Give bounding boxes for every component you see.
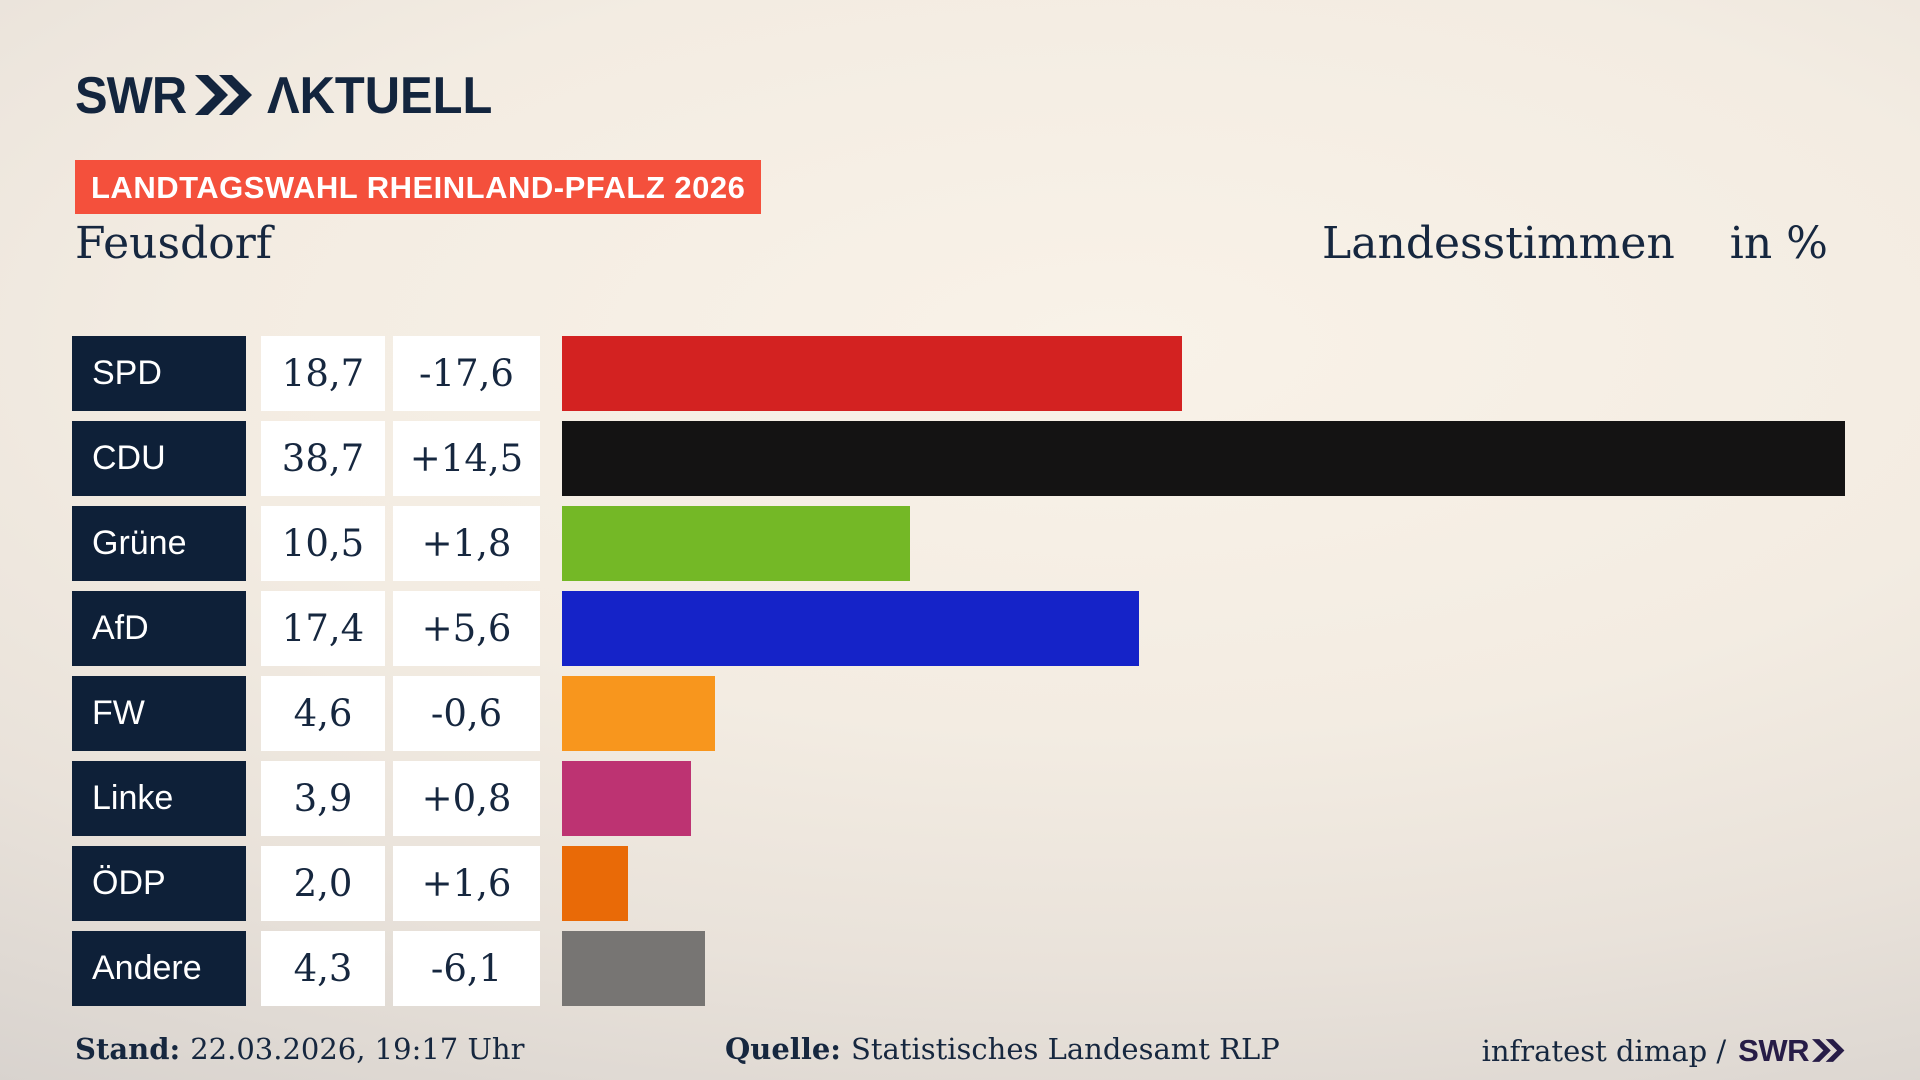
change-value: -17,6 xyxy=(393,336,540,411)
party-label: SPD xyxy=(72,336,246,411)
bar-track xyxy=(562,931,1845,1006)
chart-row: CDU 38,7 +14,5 xyxy=(0,421,1920,496)
source: Quelle: Statistisches Landesamt RLP xyxy=(725,1032,1280,1066)
swr-aktuell-logo: SWR ΛKTUELL xyxy=(75,67,507,125)
results-chart: SPD 18,7 -17,6 CDU 38,7 +14,5 Grüne 10,5… xyxy=(0,336,1920,1016)
result-bar xyxy=(562,846,629,921)
party-label: FW xyxy=(72,676,246,751)
party-label: Grüne xyxy=(72,506,246,581)
change-value: +1,6 xyxy=(393,846,540,921)
result-bar xyxy=(562,421,1845,496)
bar-track xyxy=(562,846,1845,921)
chart-row: ÖDP 2,0 +1,6 xyxy=(0,846,1920,921)
aktuell-logo-text: ΛKTUELL xyxy=(267,67,493,125)
party-label: Linke xyxy=(72,761,246,836)
percent-value: 2,0 xyxy=(261,846,385,921)
change-value: +14,5 xyxy=(393,421,540,496)
chart-row: SPD 18,7 -17,6 xyxy=(0,336,1920,411)
bar-track xyxy=(562,676,1845,751)
election-banner: LANDTAGSWAHL RHEINLAND-PFALZ 2026 xyxy=(75,160,762,214)
result-bar xyxy=(562,676,715,751)
bar-track xyxy=(562,591,1845,666)
party-label: Andere xyxy=(72,931,246,1006)
change-value: +0,8 xyxy=(393,761,540,836)
party-label: CDU xyxy=(72,421,246,496)
result-bar xyxy=(562,931,705,1006)
bar-track xyxy=(562,506,1845,581)
result-bar xyxy=(562,336,1182,411)
credit: infratest dimap / SWR xyxy=(1482,1032,1845,1069)
bar-track xyxy=(562,336,1845,411)
percent-value: 3,9 xyxy=(261,761,385,836)
percent-value: 10,5 xyxy=(261,506,385,581)
percent-value: 4,3 xyxy=(261,931,385,1006)
result-bar xyxy=(562,506,911,581)
swr-logo-text: SWR xyxy=(75,67,187,125)
footer: Stand: 22.03.2026, 19:17 Uhr Quelle: Stati… xyxy=(0,1032,1920,1076)
change-value: -6,1 xyxy=(393,931,540,1006)
metric-title: Landesstimmen in % xyxy=(1322,218,1828,269)
timestamp: Stand: 22.03.2026, 19:17 Uhr xyxy=(75,1032,524,1066)
bar-track xyxy=(562,421,1845,496)
chart-row: Grüne 10,5 +1,8 xyxy=(0,506,1920,581)
quelle-label: Quelle: xyxy=(725,1032,841,1066)
chart-row: AfD 17,4 +5,6 xyxy=(0,591,1920,666)
percent-value: 17,4 xyxy=(261,591,385,666)
metric-label: Landesstimmen xyxy=(1322,218,1675,269)
bar-track xyxy=(562,761,1845,836)
change-value: -0,6 xyxy=(393,676,540,751)
change-value: +5,6 xyxy=(393,591,540,666)
result-bar xyxy=(562,591,1139,666)
unit-label: in % xyxy=(1729,218,1828,269)
party-label: ÖDP xyxy=(72,846,246,921)
party-label: AfD xyxy=(72,591,246,666)
credit-text: infratest dimap / xyxy=(1481,1033,1727,1068)
result-bar xyxy=(562,761,692,836)
chart-row: Linke 3,9 +0,8 xyxy=(0,761,1920,836)
stand-label: Stand: xyxy=(75,1032,181,1066)
percent-value: 18,7 xyxy=(261,336,385,411)
double-chevron-icon xyxy=(1812,1035,1845,1069)
swr-footer-logo-text: SWR xyxy=(1738,1032,1809,1068)
stand-value: 22.03.2026, 19:17 Uhr xyxy=(190,1032,525,1066)
municipality-title: Feusdorf xyxy=(75,218,273,269)
change-value: +1,8 xyxy=(393,506,540,581)
double-chevron-icon xyxy=(195,74,253,120)
chart-row: Andere 4,3 -6,1 xyxy=(0,931,1920,1006)
percent-value: 38,7 xyxy=(261,421,385,496)
chart-row: FW 4,6 -0,6 xyxy=(0,676,1920,751)
quelle-value: Statistisches Landesamt RLP xyxy=(851,1032,1280,1066)
percent-value: 4,6 xyxy=(261,676,385,751)
